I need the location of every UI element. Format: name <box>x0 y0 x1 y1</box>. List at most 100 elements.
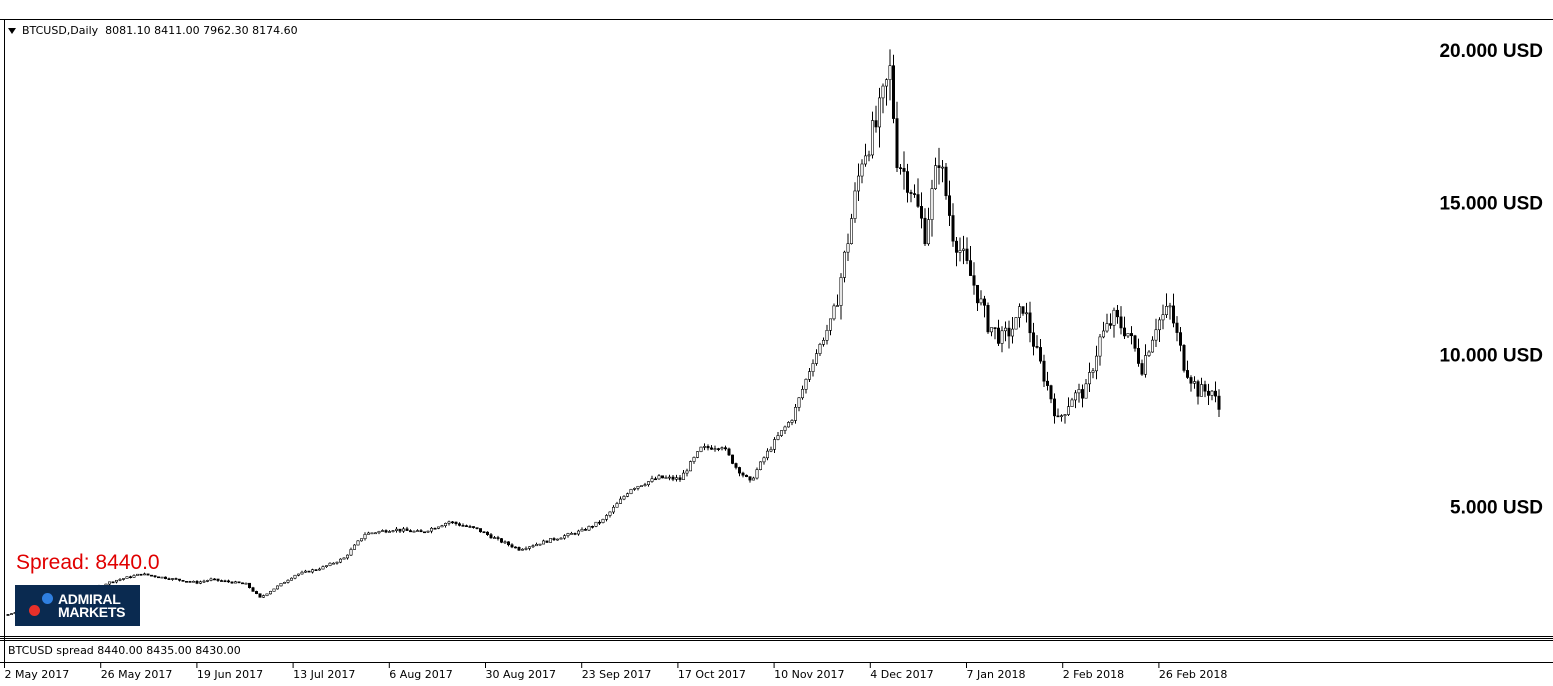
candle-body <box>1116 309 1120 318</box>
candle-body <box>660 475 664 479</box>
candle-body <box>513 546 517 549</box>
candle-body <box>937 165 941 168</box>
candle-body <box>664 477 668 479</box>
candle-body <box>440 525 444 528</box>
chart-info-line: BTCUSD,Daily 8081.10 8411.00 7962.30 817… <box>22 24 298 37</box>
candle-body <box>979 298 983 304</box>
candle-body <box>363 534 367 540</box>
candle-body <box>846 243 850 253</box>
candle-body <box>1210 390 1214 396</box>
candle-body <box>643 484 647 487</box>
candle-body <box>384 530 388 533</box>
candle-body <box>706 446 710 449</box>
candle-body <box>450 521 454 524</box>
candle-body <box>349 549 353 556</box>
candle-body <box>576 530 580 535</box>
candle-body <box>370 532 374 535</box>
candle-body <box>863 155 867 165</box>
candle-body <box>877 97 881 128</box>
candle-body <box>968 260 972 276</box>
candle-body <box>996 327 1000 344</box>
candle-body <box>1147 351 1151 356</box>
candle-body <box>150 574 154 577</box>
x-axis-label: 2 May 2017 <box>5 668 70 681</box>
candle-body <box>335 561 339 564</box>
candle-body <box>1193 381 1197 384</box>
logo-line1: ADMIRAL <box>58 591 121 607</box>
candle-body <box>1151 339 1155 353</box>
candle-body <box>849 218 853 244</box>
candle-body <box>881 85 885 99</box>
candle-body <box>1102 330 1106 338</box>
candle-body <box>482 531 486 534</box>
candle-body <box>748 476 752 481</box>
candle-body <box>373 532 377 535</box>
candle-body <box>608 511 612 516</box>
candle-body <box>765 450 769 459</box>
candle-body <box>730 454 734 464</box>
candle-body <box>737 467 741 474</box>
candle-body <box>282 582 286 584</box>
candle-body <box>797 397 801 408</box>
candle-body <box>1070 399 1074 407</box>
collapse-triangle-icon[interactable] <box>8 28 16 34</box>
candle-body <box>157 576 161 579</box>
candle-body <box>1186 370 1190 378</box>
candle-body <box>734 463 738 468</box>
candle-body <box>930 188 934 220</box>
candle-body <box>307 570 311 573</box>
candle-body <box>590 526 594 528</box>
candle-body <box>1084 383 1088 399</box>
candle-body <box>461 525 465 527</box>
candle-body <box>622 496 626 500</box>
candle-body <box>447 521 451 524</box>
candle-body <box>646 481 650 486</box>
candle-body <box>1175 322 1179 333</box>
candle-body <box>671 476 675 480</box>
candle-body <box>443 523 447 526</box>
candle-body <box>517 547 521 551</box>
candle-body <box>171 578 175 580</box>
candle-body <box>136 573 140 576</box>
candle-body <box>1000 330 1004 344</box>
candle-body <box>398 528 402 532</box>
candle-body <box>587 526 591 531</box>
candle-body <box>965 248 969 261</box>
candle-body <box>1053 398 1057 417</box>
candle-body <box>338 558 342 563</box>
candle-body <box>199 581 203 584</box>
candle-body <box>1098 336 1102 357</box>
candle-body <box>499 538 503 543</box>
candle-body <box>185 581 189 583</box>
x-axis-label: 26 Feb 2018 <box>1159 668 1227 681</box>
candle-body <box>989 327 993 333</box>
candle-body <box>874 120 878 128</box>
candle-body <box>720 447 724 450</box>
candle-body <box>569 533 573 535</box>
x-axis-label: 17 Oct 2017 <box>678 668 746 681</box>
y-axis-label: 15.000 USD <box>1439 193 1543 214</box>
candle-body <box>723 447 727 450</box>
candle-body <box>835 305 839 307</box>
candle-body <box>485 531 489 535</box>
candle-body <box>167 578 171 580</box>
candle-body <box>1168 305 1172 308</box>
x-axis-label: 10 Nov 2017 <box>774 668 844 681</box>
candle-body <box>1081 389 1085 399</box>
candle-body <box>709 447 713 450</box>
candle-body <box>279 583 283 587</box>
candle-body <box>324 565 328 567</box>
candle-body <box>1032 332 1036 347</box>
candle-body <box>667 476 671 479</box>
candle-body <box>555 538 559 541</box>
candle-body <box>457 523 461 526</box>
candle-body <box>1203 384 1207 392</box>
candle-body <box>923 217 927 245</box>
candle-body <box>951 215 955 242</box>
candle-body <box>143 573 147 576</box>
candle-body <box>153 575 157 578</box>
candle-body <box>328 562 332 566</box>
candle-body <box>972 275 976 286</box>
candle-body <box>762 457 766 463</box>
